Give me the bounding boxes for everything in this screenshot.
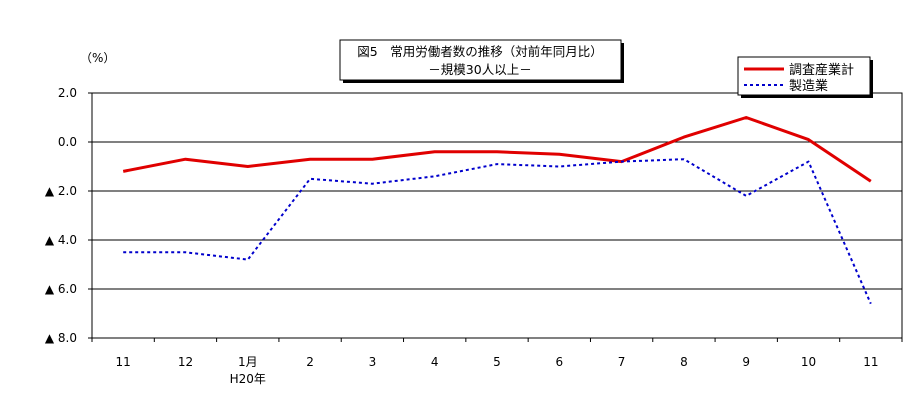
chart-title: 図5 常用労働者数の推移（対前年同月比） bbox=[357, 44, 602, 59]
chart-subtitle: －規模30人以上－ bbox=[428, 62, 531, 77]
x-tick-label: 6 bbox=[555, 355, 563, 369]
x-tick-label: 5 bbox=[493, 355, 501, 369]
title-box bbox=[339, 39, 622, 81]
y-tick-label: ▲ 6.0 bbox=[45, 282, 77, 296]
series-line-1 bbox=[122, 116, 872, 183]
legend-label-2: 製造業 bbox=[789, 78, 828, 94]
legend-box bbox=[737, 56, 871, 96]
x-tick-label: 12 bbox=[178, 355, 193, 369]
y-tick-label: ▲ 8.0 bbox=[45, 331, 77, 345]
x-tick-sublabel: H20年 bbox=[230, 372, 266, 386]
x-tick-label: 3 bbox=[369, 355, 377, 369]
legend-label-1: 調査産業計 bbox=[789, 62, 854, 78]
x-tick-label: 9 bbox=[742, 355, 750, 369]
x-tick-label: 4 bbox=[431, 355, 439, 369]
y-tick-label: ▲ 2.0 bbox=[45, 184, 77, 198]
x-tick-label: 10 bbox=[801, 355, 816, 369]
x-tick-label: 8 bbox=[680, 355, 688, 369]
x-tick-label: 11 bbox=[116, 355, 131, 369]
x-tick-label: 7 bbox=[618, 355, 626, 369]
x-tick-label: 11 bbox=[863, 355, 878, 369]
x-tick-label: 1月 bbox=[238, 355, 258, 369]
y-tick-label: ▲ 4.0 bbox=[45, 233, 77, 247]
y-axis-label: （%） bbox=[80, 51, 115, 65]
x-axis-ticks: 11 12 1月 H20年 2 3 4 5 6 7 8 9 10 11 bbox=[91, 338, 903, 386]
plot-area bbox=[91, 92, 903, 339]
x-tick-label: 2 bbox=[306, 355, 314, 369]
y-tick-label: 2.0 bbox=[58, 86, 77, 100]
y-axis-ticks: 2.0 0.0 ▲ 2.0 ▲ 4.0 ▲ 6.0 ▲ 8.0 bbox=[45, 86, 92, 345]
series-lines bbox=[122, 116, 872, 305]
grid-lines bbox=[92, 141, 902, 290]
series-line-2 bbox=[123, 158, 872, 305]
y-tick-label: 0.0 bbox=[58, 135, 77, 149]
